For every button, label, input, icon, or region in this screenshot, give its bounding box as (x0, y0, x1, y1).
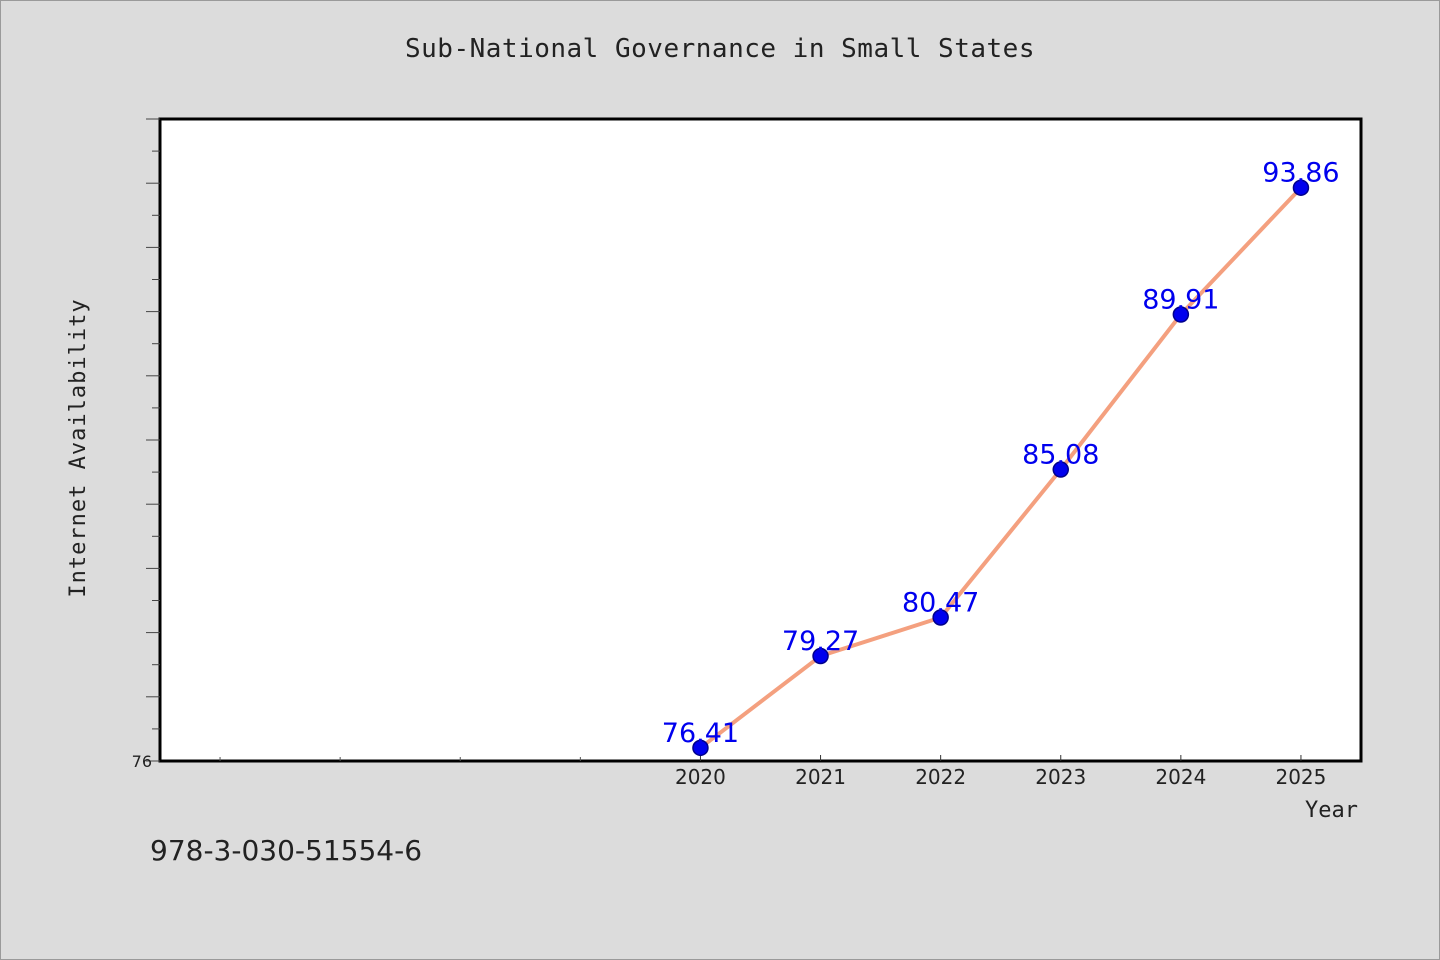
x-tick-label: 2024 (1155, 765, 1206, 789)
x-tick-label: 2022 (915, 765, 966, 789)
x-tick-label: 2025 (1275, 765, 1326, 789)
data-point (1052, 461, 1069, 478)
data-point (932, 609, 949, 626)
y-axis-label: Internet Availability (66, 298, 91, 597)
minor-ticks (219, 757, 581, 761)
x-tick-label: 2021 (795, 765, 846, 789)
data-label: 85.08 (1022, 440, 1099, 471)
data-point (1292, 179, 1310, 196)
data-point (1172, 306, 1190, 323)
y-axis-ticks: 76 (132, 118, 160, 771)
x-axis-label: Year (1305, 798, 1358, 823)
x-tick-label: 2020 (675, 765, 726, 789)
series-line (698, 185, 1303, 750)
data-point (692, 739, 709, 757)
series-layer: 76.41 79.27 80.47 85.08 89.91 93.86 (662, 158, 1340, 757)
data-label: 80.47 (902, 588, 979, 619)
data-label: 79.27 (782, 626, 859, 657)
data-label: 76.41 (662, 718, 739, 749)
x-axis-ticks: 2020 2021 2022 2023 2024 2025 (675, 755, 1326, 789)
isbn-footer: 978-3-030-51554-6 (150, 834, 423, 867)
x-tick-label: 2023 (1035, 765, 1086, 789)
y-tick-label: 76 (132, 752, 152, 771)
data-point (812, 647, 829, 665)
plot-area (158, 117, 1363, 763)
data-label: 89.91 (1142, 284, 1219, 315)
chart-title: Sub-National Governance in Small States (405, 34, 1035, 64)
data-label: 93.86 (1262, 158, 1339, 189)
